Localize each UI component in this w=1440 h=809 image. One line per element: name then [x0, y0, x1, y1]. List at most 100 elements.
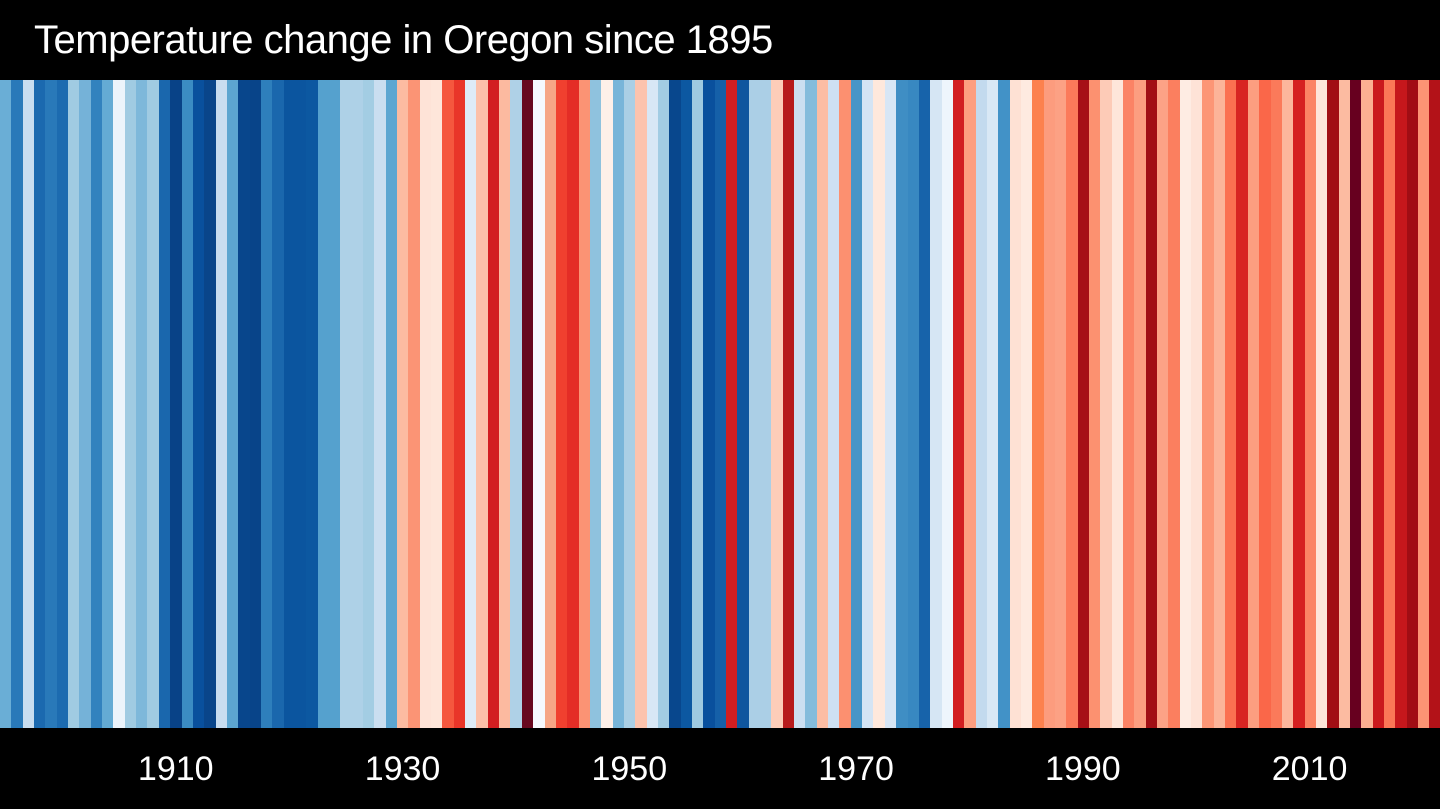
stripe-year	[1316, 80, 1327, 728]
stripe-year	[147, 80, 158, 728]
stripe-year	[760, 80, 771, 728]
stripe-year	[1168, 80, 1179, 728]
stripe-year	[1010, 80, 1021, 728]
stripe-year	[1350, 80, 1361, 728]
stripe-year	[624, 80, 635, 728]
stripe-year	[522, 80, 533, 728]
stripe-year	[1259, 80, 1270, 728]
stripe-year	[318, 80, 329, 728]
axis-label: 1950	[591, 750, 667, 789]
stripe-year	[113, 80, 124, 728]
stripe-year	[1100, 80, 1111, 728]
stripe-year	[386, 80, 397, 728]
stripe-year	[1429, 80, 1440, 728]
stripe-year	[805, 80, 816, 728]
stripe-year	[1191, 80, 1202, 728]
stripe-year	[851, 80, 862, 728]
stripe-year	[1373, 80, 1384, 728]
stripe-year	[692, 80, 703, 728]
stripe-year	[397, 80, 408, 728]
axis-label: 1970	[818, 750, 894, 789]
stripe-year	[182, 80, 193, 728]
stripe-year	[329, 80, 340, 728]
stripe-year	[159, 80, 170, 728]
stripe-year	[737, 80, 748, 728]
stripe-year	[1384, 80, 1395, 728]
stripe-year	[488, 80, 499, 728]
stripe-year	[0, 80, 11, 728]
stripe-year	[998, 80, 1009, 728]
stripe-year	[749, 80, 760, 728]
stripe-year	[1305, 80, 1316, 728]
stripe-year	[1327, 80, 1338, 728]
stripe-year	[284, 80, 295, 728]
stripe-year	[908, 80, 919, 728]
stripe-year	[250, 80, 261, 728]
stripe-year	[170, 80, 181, 728]
stripe-year	[1339, 80, 1350, 728]
stripe-year	[1236, 80, 1247, 728]
stripe-year	[1361, 80, 1372, 728]
stripe-year	[681, 80, 692, 728]
stripe-year	[1123, 80, 1134, 728]
stripe-year	[11, 80, 22, 728]
stripe-year	[306, 80, 317, 728]
x-axis: 1910 1930 1950 1970 1990 2010	[0, 728, 1440, 808]
stripe-year	[68, 80, 79, 728]
stripe-year	[873, 80, 884, 728]
stripe-year	[136, 80, 147, 728]
axis-label: 2010	[1272, 750, 1348, 789]
stripe-year	[476, 80, 487, 728]
stripe-year	[703, 80, 714, 728]
stripe-year	[1395, 80, 1406, 728]
stripe-year	[363, 80, 374, 728]
stripe-year	[1078, 80, 1089, 728]
stripe-year	[794, 80, 805, 728]
stripe-year	[726, 80, 737, 728]
stripe-year	[45, 80, 56, 728]
stripe-year	[1066, 80, 1077, 728]
chart-container: Temperature change in Oregon since 1895 …	[0, 0, 1440, 809]
stripe-year	[510, 80, 521, 728]
stripe-year	[272, 80, 283, 728]
stripe-year	[567, 80, 578, 728]
stripe-year	[1146, 80, 1157, 728]
chart-title: Temperature change in Oregon since 1895	[34, 18, 773, 63]
stripe-year	[817, 80, 828, 728]
stripe-year	[57, 80, 68, 728]
stripe-year	[613, 80, 624, 728]
stripe-year	[193, 80, 204, 728]
stripe-year	[1293, 80, 1304, 728]
stripe-year	[442, 80, 453, 728]
stripe-year	[1248, 80, 1259, 728]
stripe-year	[556, 80, 567, 728]
stripe-year	[635, 80, 646, 728]
stripe-year	[79, 80, 90, 728]
stripe-year	[1021, 80, 1032, 728]
stripe-year	[465, 80, 476, 728]
stripe-year	[1418, 80, 1429, 728]
axis-label: 1930	[365, 750, 441, 789]
stripe-year	[896, 80, 907, 728]
stripe-year	[885, 80, 896, 728]
stripe-year	[1180, 80, 1191, 728]
stripe-year	[1202, 80, 1213, 728]
stripe-year	[1032, 80, 1043, 728]
stripe-year	[647, 80, 658, 728]
stripe-year	[942, 80, 953, 728]
stripe-year	[715, 80, 726, 728]
stripe-year	[976, 80, 987, 728]
axis-label: 1990	[1045, 750, 1121, 789]
axis-label: 1910	[138, 750, 214, 789]
stripe-year	[771, 80, 782, 728]
stripe-year	[238, 80, 249, 728]
stripe-year	[340, 80, 351, 728]
stripe-year	[783, 80, 794, 728]
stripe-year	[261, 80, 272, 728]
stripe-year	[1089, 80, 1100, 728]
warming-stripes	[0, 80, 1440, 728]
stripe-year	[352, 80, 363, 728]
stripe-year	[420, 80, 431, 728]
stripe-year	[601, 80, 612, 728]
stripe-year	[1271, 80, 1282, 728]
